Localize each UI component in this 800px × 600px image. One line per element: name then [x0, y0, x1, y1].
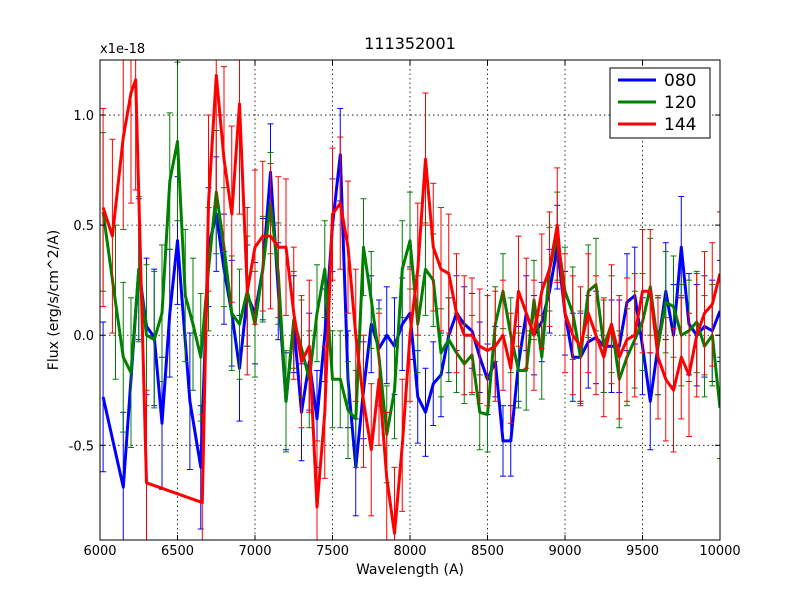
legend: 080 120 144	[609, 67, 711, 139]
x-axis-label: Wavelength (A)	[356, 562, 464, 578]
legend-label-120: 120	[664, 93, 696, 113]
y-offset-label: x1e-18	[100, 42, 145, 57]
x-tick-label: 10000	[699, 544, 740, 559]
x-tick-label: 6000	[83, 544, 116, 559]
x-tick-label: 9000	[548, 544, 581, 559]
x-tick-label: 6500	[161, 544, 194, 559]
x-tick-label: 8000	[393, 544, 426, 559]
y-tick-label: 0.5	[73, 219, 94, 234]
legend-label-080: 080	[664, 71, 696, 91]
x-tick-label: 9500	[626, 544, 659, 559]
series-144	[100, 60, 720, 540]
y-tick-label: -0.5	[69, 439, 94, 454]
y-tick-label: 1.0	[73, 109, 94, 124]
chart-title: 111352001	[364, 34, 456, 53]
x-tick-label: 7000	[238, 544, 271, 559]
plot-area	[100, 60, 720, 540]
series-120	[100, 61, 720, 484]
legend-label-144: 144	[664, 115, 696, 135]
x-tick-label: 8500	[471, 544, 504, 559]
y-axis-label: Flux (erg/s/cm^2/A)	[46, 230, 62, 370]
axis-ticks: 6000 6500 7000 7500 8000 8500 9000 9500 10000 -0.…	[69, 60, 741, 559]
x-tick-label: 7500	[316, 544, 349, 559]
y-tick-label: 0.0	[73, 329, 94, 344]
series-line-144	[101, 73, 720, 535]
series-line-120	[101, 140, 720, 436]
